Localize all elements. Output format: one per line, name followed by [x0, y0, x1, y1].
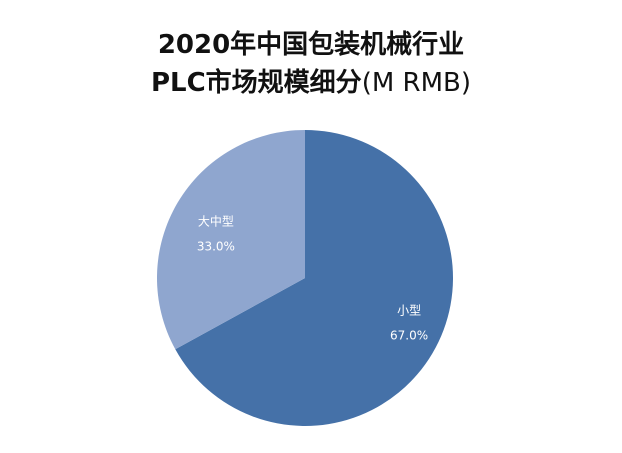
pie-slice-value-0: 67.0% — [390, 329, 428, 343]
pie-slice-value-1: 33.0% — [197, 239, 235, 253]
pie-slice-0 — [175, 130, 454, 426]
chart-title-line-1: 2020年中国包装机械行业 — [157, 30, 465, 60]
pie-slice-label-0: 小型 — [397, 304, 421, 318]
pie-slices — [157, 130, 454, 426]
pie-slice-label-1: 大中型 — [198, 213, 234, 228]
pie-labels: 小型 67.0% 大中型 33.0% — [197, 213, 428, 342]
pie-slice-1 — [157, 130, 305, 350]
chart-title: 2020年中国包装机械行业 PLC市场规模细分(M RMB) — [0, 26, 622, 102]
chart-title-line-2: PLC市场规模细分(M RMB) — [0, 64, 622, 102]
chart-title-unit: (M RMB) — [361, 68, 472, 98]
chart-title-main: PLC市场规模细分 — [150, 68, 362, 98]
